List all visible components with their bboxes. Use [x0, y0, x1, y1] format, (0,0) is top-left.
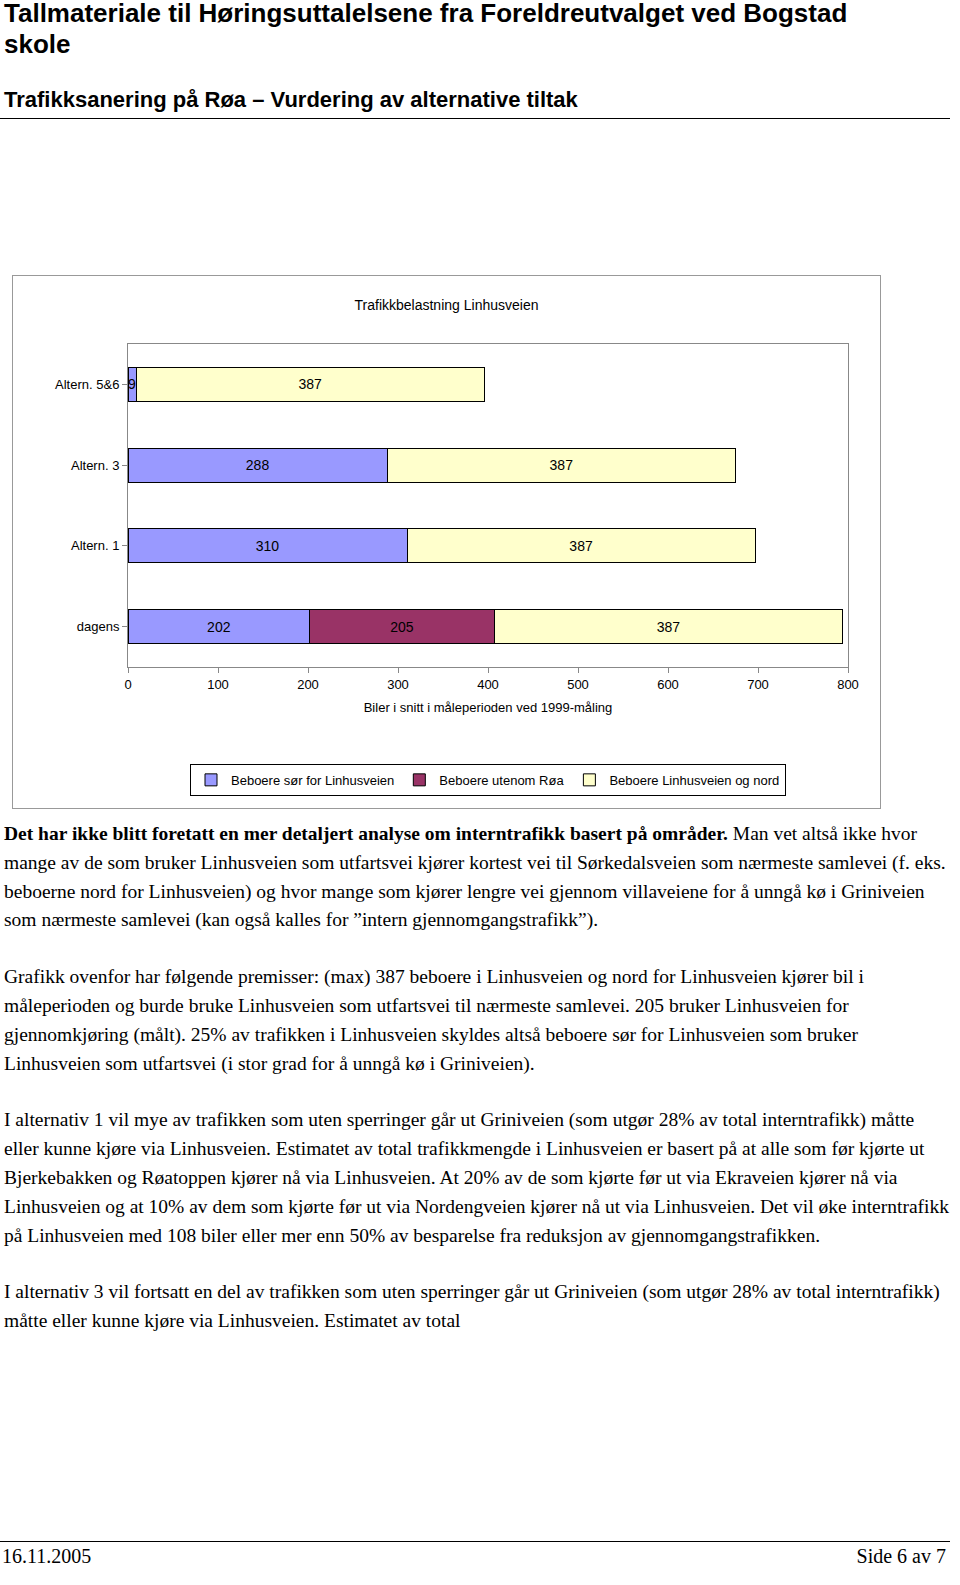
- html-text:I alternativ 1 vil mye av traf: I alternativ 1 vil mye av trafikken som …: [4, 1109, 949, 1246]
- svg-text:0: 0: [124, 677, 131, 692]
- svg-text:Trafikkbelastning Linhusveien: Trafikkbelastning Linhusveien: [355, 297, 539, 313]
- svg-text:310: 310: [256, 538, 280, 554]
- svg-text:9: 9: [128, 376, 136, 392]
- svg-text:387: 387: [550, 457, 574, 473]
- svg-text:400: 400: [477, 677, 499, 692]
- html-text:16.11.2005: 16.11.2005: [2, 1545, 92, 1567]
- svg-text:300: 300: [387, 677, 409, 692]
- svg-text:Beboere Linhusveien og nord: Beboere Linhusveien og nord: [609, 773, 779, 788]
- html-text:I alternativ 3 vil fortsatt en: I alternativ 3 vil fortsatt en del av tr…: [4, 1281, 940, 1332]
- html-text:Grafikk ovenfor har følgende p: Grafikk ovenfor har følgende premisser: …: [4, 966, 864, 1074]
- svg-text:600: 600: [657, 677, 679, 692]
- svg-text:Altern. 5&6: Altern. 5&6: [55, 377, 119, 392]
- html-text:Side 6 av 7: Side 6 av 7: [856, 1545, 946, 1567]
- svg-text:387: 387: [657, 619, 681, 635]
- svg-text:Biler i snitt i måleperioden v: Biler i snitt i måleperioden ved 1999-må…: [364, 700, 613, 715]
- svg-text:Beboere sør for Linhusveien: Beboere sør for Linhusveien: [231, 773, 394, 788]
- svg-text:202: 202: [207, 619, 231, 635]
- svg-text:205: 205: [390, 619, 414, 635]
- svg-text:200: 200: [297, 677, 319, 692]
- svg-text:Altern. 3: Altern. 3: [71, 458, 119, 473]
- svg-text:Altern. 1: Altern. 1: [71, 538, 119, 553]
- svg-text:288: 288: [246, 457, 270, 473]
- svg-text:800: 800: [837, 677, 859, 692]
- svg-text:700: 700: [747, 677, 769, 692]
- svg-text:387: 387: [569, 538, 593, 554]
- svg-text:387: 387: [298, 376, 322, 392]
- svg-text:100: 100: [207, 677, 229, 692]
- svg-text:500: 500: [567, 677, 589, 692]
- html-text:Det har ikke blitt foretatt en: Det har ikke blitt foretatt en mer detal…: [4, 823, 946, 931]
- svg-text:Beboere utenom Røa: Beboere utenom Røa: [439, 773, 564, 788]
- svg-text:dagens: dagens: [77, 619, 120, 634]
- html-text:Trafikksanering på Røa – Vurde: Trafikksanering på Røa – Vurdering av al…: [4, 87, 578, 112]
